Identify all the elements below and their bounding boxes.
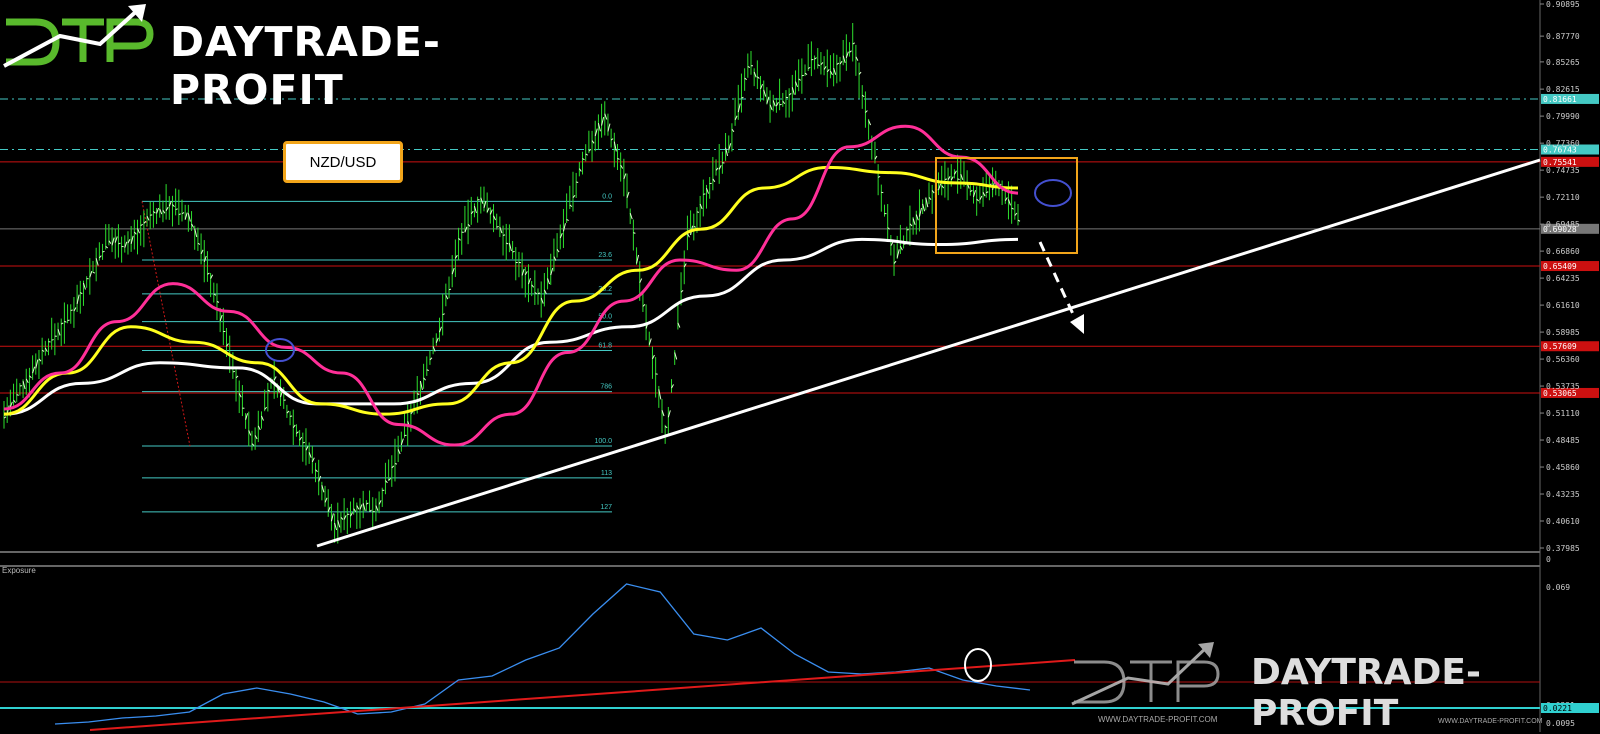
brand-name-watermark: DAYTRADE-PROFIT (1251, 652, 1600, 734)
axis-tick-label: 0.37985 (1546, 544, 1580, 553)
axis-tick-label: 0.77360 (1546, 139, 1580, 148)
axis-tick-label: 0.56360 (1546, 355, 1580, 364)
brand-logo-top: DAYTRADE-PROFIT (0, 0, 500, 80)
candle-tick (958, 179, 960, 180)
axis-tick-label: 0.40610 (1546, 517, 1580, 526)
pair-label: NZD/USD (310, 154, 377, 171)
axis-tick-label: 0.90895 (1546, 0, 1580, 9)
fib-label: 100.0 (594, 438, 612, 445)
indicator-panel-right-label: 0 (1546, 555, 1551, 564)
axis-tick-label: 0.66860 (1546, 247, 1580, 256)
axis-tick-label: 0.74735 (1546, 166, 1580, 175)
pair-label-box: NZD/USD (283, 141, 403, 183)
axis-tick-label: 0.43235 (1546, 490, 1580, 499)
candle-tick (52, 340, 54, 341)
candle-tick (697, 212, 699, 213)
candle-tick (395, 464, 397, 465)
candle-tick (233, 371, 235, 372)
candle-tick (538, 293, 540, 294)
candle-tick (576, 182, 578, 183)
fib-label: 61.8 (598, 342, 612, 349)
axis-tick-label: 0.61610 (1546, 301, 1580, 310)
axis-tick-label: 0.48485 (1546, 436, 1580, 445)
axis-tick-label: 0.87770 (1546, 32, 1580, 41)
fib-label: 127 (600, 504, 612, 511)
axis-tick-label: 0.82615 (1546, 85, 1580, 94)
axis-tick-label: 0.58985 (1546, 328, 1580, 337)
axis-tick-label: 0.45860 (1546, 463, 1580, 472)
axis-tick-label: 0.64235 (1546, 274, 1580, 283)
dtp-watermark-icon (1068, 640, 1248, 720)
axis-tick-label: 0.53735 (1546, 382, 1580, 391)
candle-tick (176, 209, 178, 210)
fib-label: 113 (601, 470, 612, 477)
candle-tick (449, 289, 451, 290)
axis-tick-label: 0.51110 (1546, 409, 1580, 418)
brand-url-right: WWW.DAYTRADE-PROFIT.COM (1438, 718, 1542, 725)
candle-tick (71, 310, 73, 311)
candle-tick (506, 243, 508, 244)
level-price-label: 0.57609 (1543, 342, 1577, 351)
brand-name: DAYTRADE-PROFIT (170, 18, 500, 114)
candle-tick (497, 227, 499, 228)
fib-label: 23.6 (598, 252, 612, 259)
axis-tick-label: 0.69485 (1546, 220, 1580, 229)
candle-tick (103, 251, 105, 252)
candle-tick (303, 442, 305, 443)
candle-tick (513, 251, 515, 252)
indicator-panel-label: Exposure (2, 566, 36, 575)
brand-logo-bottom: DAYTRADE-PROFIT WWW.DAYTRADE-PROFIT.COM … (1068, 640, 1600, 732)
candle-tick (17, 395, 19, 396)
axis-tick-label: 0.85265 (1546, 58, 1580, 67)
fib-label: 786 (600, 384, 612, 391)
level-price-label: 0.65409 (1543, 262, 1577, 271)
brand-url: WWW.DAYTRADE-PROFIT.COM (1098, 715, 1217, 724)
axis-tick-label: 0.79990 (1546, 112, 1580, 121)
level-price-label: 0.81661 (1543, 95, 1577, 104)
candle-tick (93, 272, 95, 273)
candle-tick (780, 104, 782, 105)
axis-tick-label: 0.72110 (1546, 193, 1580, 202)
fib-label: 0.0 (602, 193, 612, 200)
dtp-logo-icon (0, 0, 170, 80)
indicator-axis-label: 0.069 (1546, 583, 1570, 592)
